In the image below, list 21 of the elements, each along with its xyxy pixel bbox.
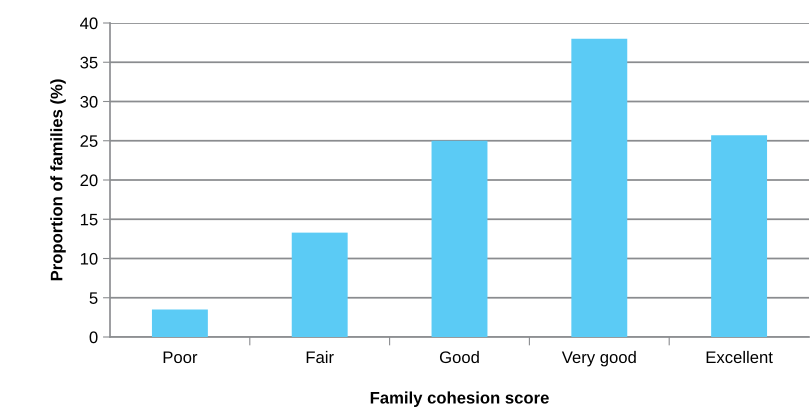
- y-tick-label: 25: [80, 135, 98, 147]
- y-tick-label: 15: [80, 214, 98, 226]
- x-tick-label: Poor: [164, 352, 198, 364]
- y-tick-label: 20: [80, 174, 98, 186]
- bar: [571, 38, 628, 337]
- y-tick-label: 0: [90, 331, 98, 344]
- x-tick-label: Excellent: [706, 350, 773, 364]
- y-axis-title: Proportion of families (%): [50, 79, 66, 280]
- x-axis-title: Family cohesion score: [370, 391, 549, 407]
- y-tick-label: 40: [80, 17, 98, 30]
- bar: [432, 140, 488, 337]
- y-tick-label: 35: [80, 56, 98, 68]
- bar: [152, 310, 208, 337]
- x-tick-label: Good: [440, 350, 479, 364]
- y-tick-label: 30: [80, 96, 98, 108]
- bar: [292, 232, 348, 337]
- y-tick-label: 5: [90, 292, 98, 304]
- y-tick-label: 10: [80, 252, 98, 265]
- x-tick-label: Very good: [562, 350, 636, 366]
- x-tick-label: Fair: [306, 350, 334, 364]
- bar: [711, 135, 768, 337]
